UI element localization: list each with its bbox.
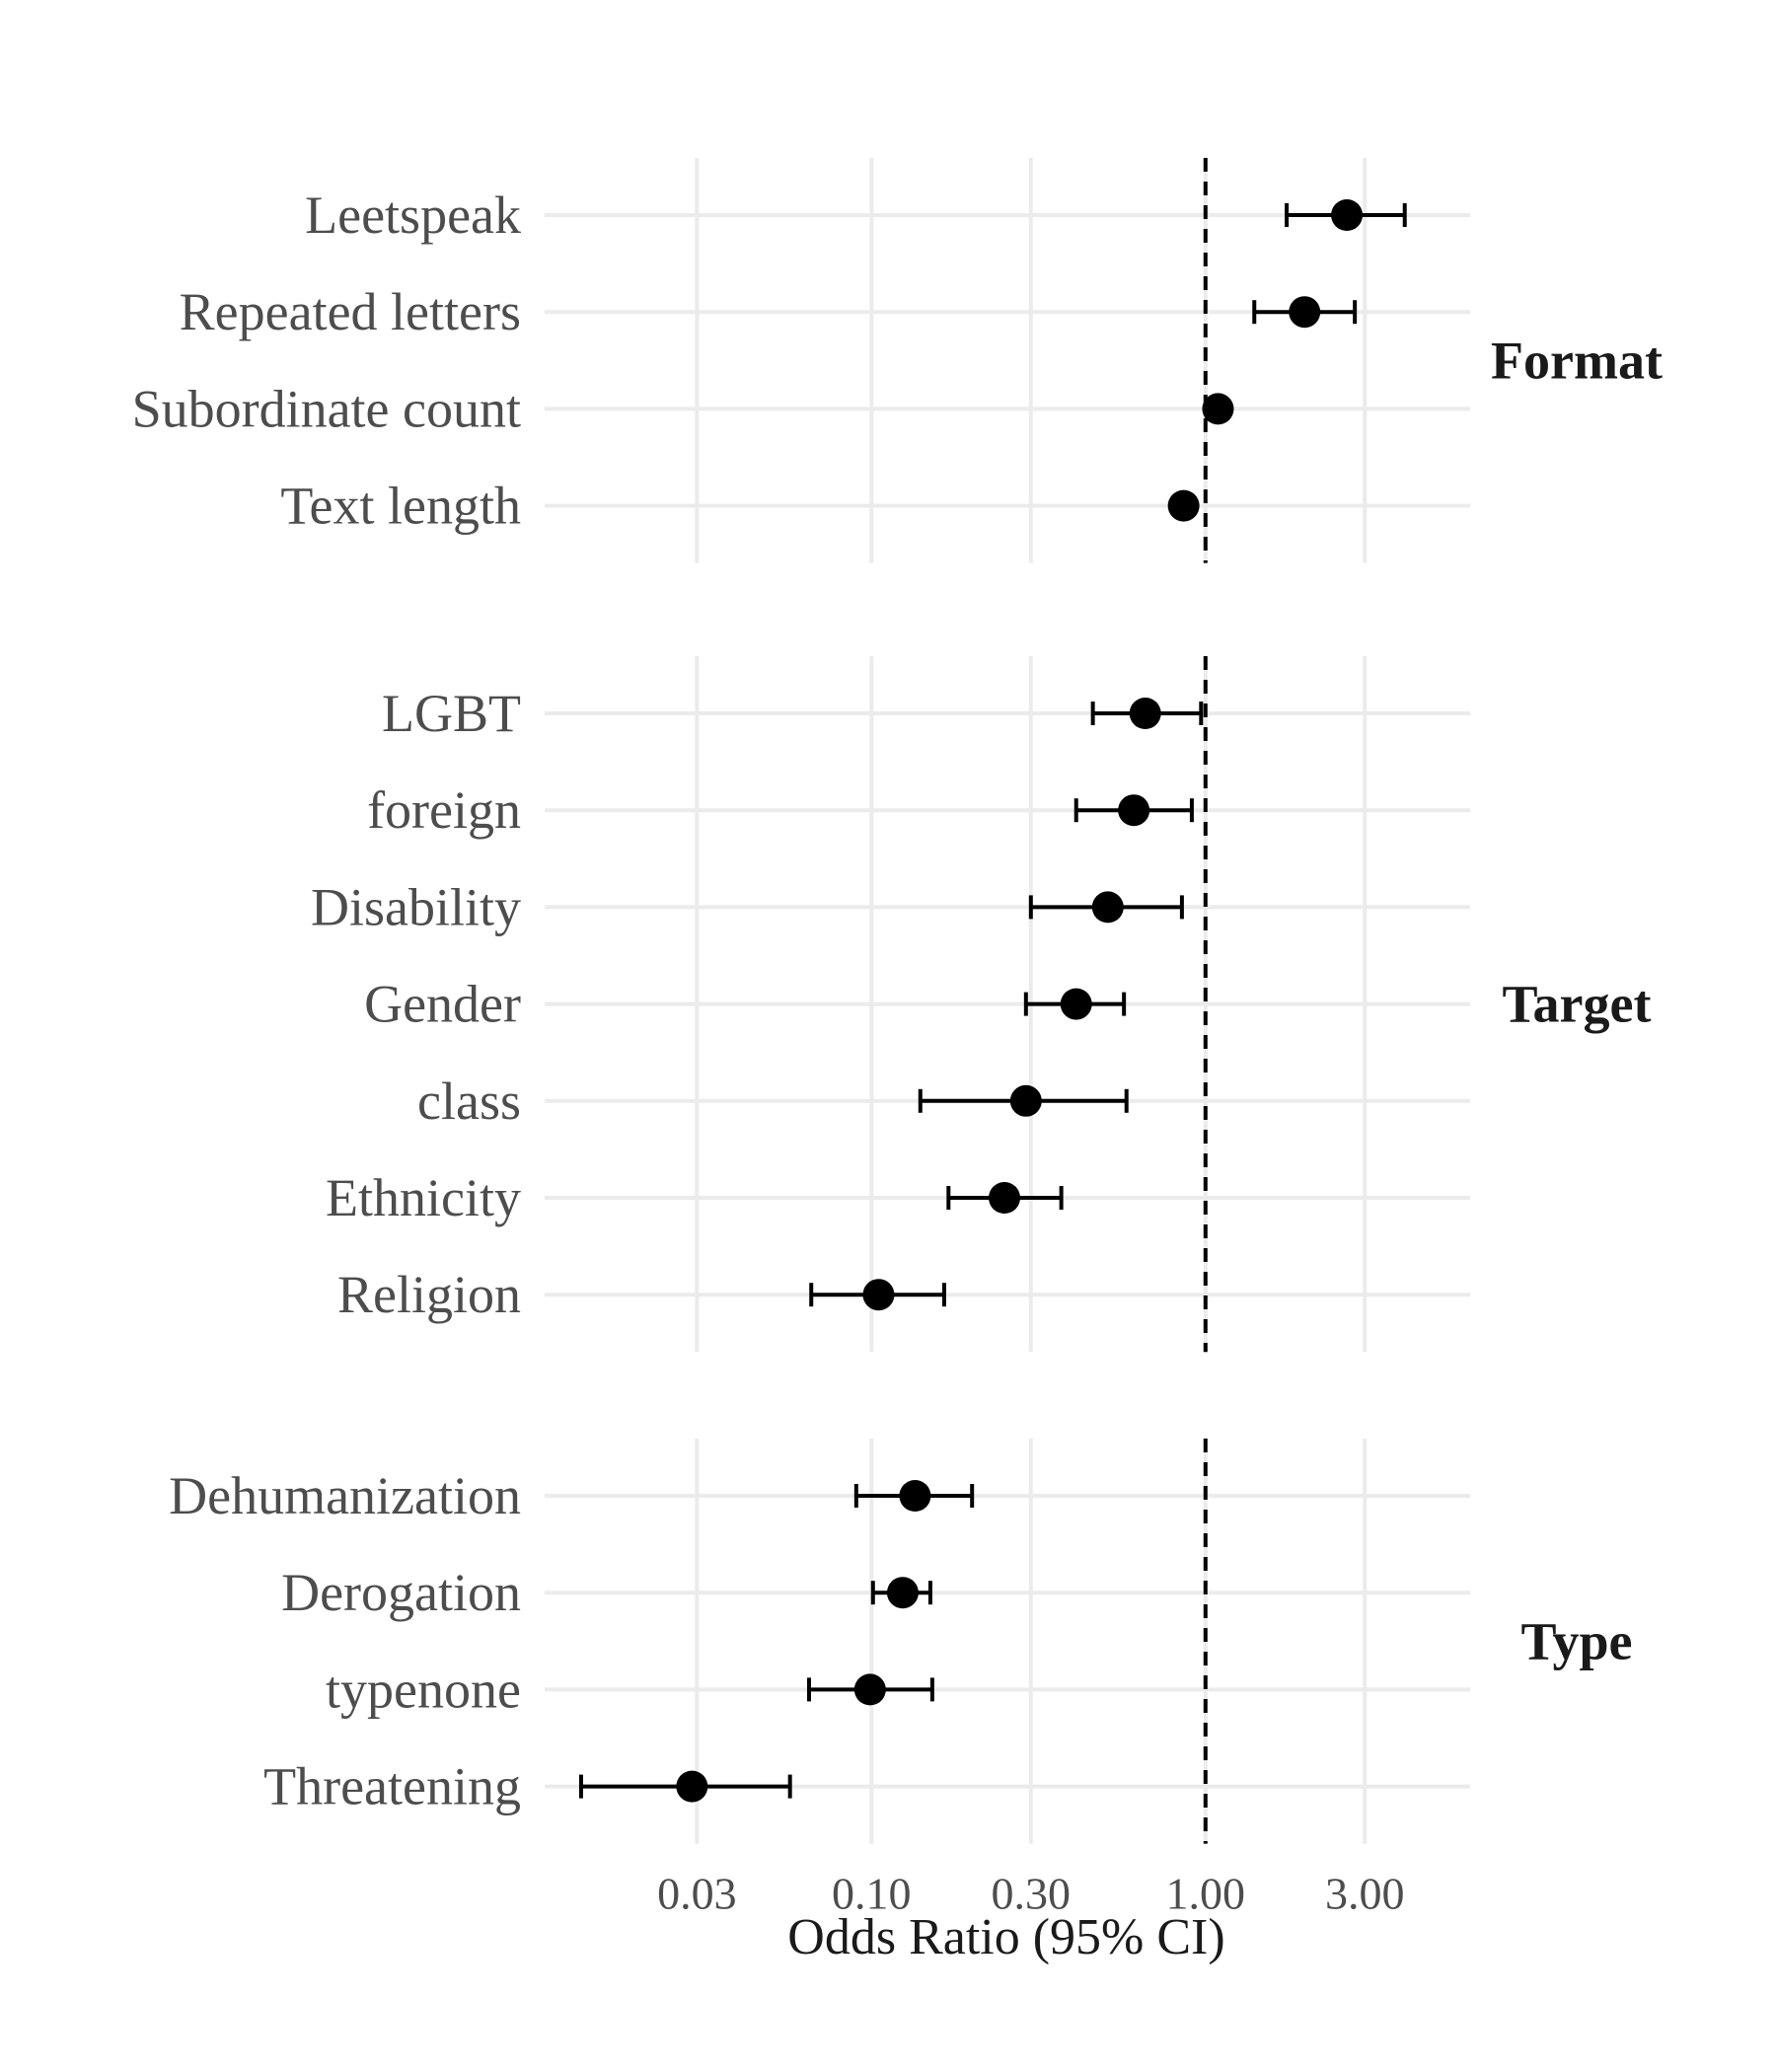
facet-strip-label: Type xyxy=(1520,1611,1632,1670)
facet-strip-label: Format xyxy=(1491,331,1663,390)
panels: Leetspeak Repeated letters Subordinate cou… xyxy=(132,158,1663,1844)
row-label: Disability xyxy=(311,877,521,936)
estimate-point xyxy=(853,1673,886,1706)
estimate-point xyxy=(886,1577,919,1609)
x-axis-title: Odds Ratio (95% CI) xyxy=(787,1909,1224,1965)
panel-type: Dehumanization Derogation typenone Threaten… xyxy=(169,1439,1633,1844)
row-label: Gender xyxy=(364,975,521,1034)
row-label: foreign xyxy=(367,780,521,840)
row-label: Religion xyxy=(337,1265,521,1324)
estimate-point xyxy=(1202,393,1234,425)
x-tick-label: 1.00 xyxy=(1166,1869,1246,1919)
x-tick-label: 0.03 xyxy=(657,1869,737,1919)
row-label: Threatening xyxy=(263,1757,521,1816)
row-label: LGBT xyxy=(382,684,521,743)
row-label: Dehumanization xyxy=(169,1466,521,1525)
estimate-point xyxy=(1060,988,1092,1020)
panel-format: Leetspeak Repeated letters Subordinate cou… xyxy=(132,158,1663,563)
x-tick-label: 0.30 xyxy=(992,1869,1072,1919)
panel-target: LGBT foreign Disability Gender class Ethnicit… xyxy=(311,656,1652,1353)
row-label: Leetspeak xyxy=(305,185,521,245)
estimate-point xyxy=(1167,489,1200,522)
row-label: Repeated letters xyxy=(180,282,521,341)
facet-strip-label: Target xyxy=(1503,975,1652,1034)
estimate-point xyxy=(1289,296,1321,329)
estimate-point xyxy=(1331,199,1364,231)
estimate-point xyxy=(989,1182,1021,1214)
row-label: class xyxy=(417,1072,521,1131)
x-tick-label: 0.10 xyxy=(832,1869,912,1919)
x-axis: 0.03 0.10 0.30 1.00 3.00 xyxy=(657,1869,1404,1919)
estimate-point xyxy=(1091,891,1124,924)
estimate-point xyxy=(1118,794,1150,827)
row-label: Subordinate count xyxy=(132,379,521,438)
estimate-point xyxy=(1009,1084,1042,1117)
row-label: Derogation xyxy=(281,1563,521,1622)
row-label: typenone xyxy=(326,1660,521,1719)
estimate-point xyxy=(862,1279,895,1311)
x-tick-label: 3.00 xyxy=(1325,1869,1405,1919)
row-label: Ethnicity xyxy=(326,1168,521,1227)
estimate-point xyxy=(899,1480,931,1512)
row-label: Text length xyxy=(280,477,521,536)
estimate-point xyxy=(676,1770,708,1803)
estimate-point xyxy=(1129,698,1161,729)
